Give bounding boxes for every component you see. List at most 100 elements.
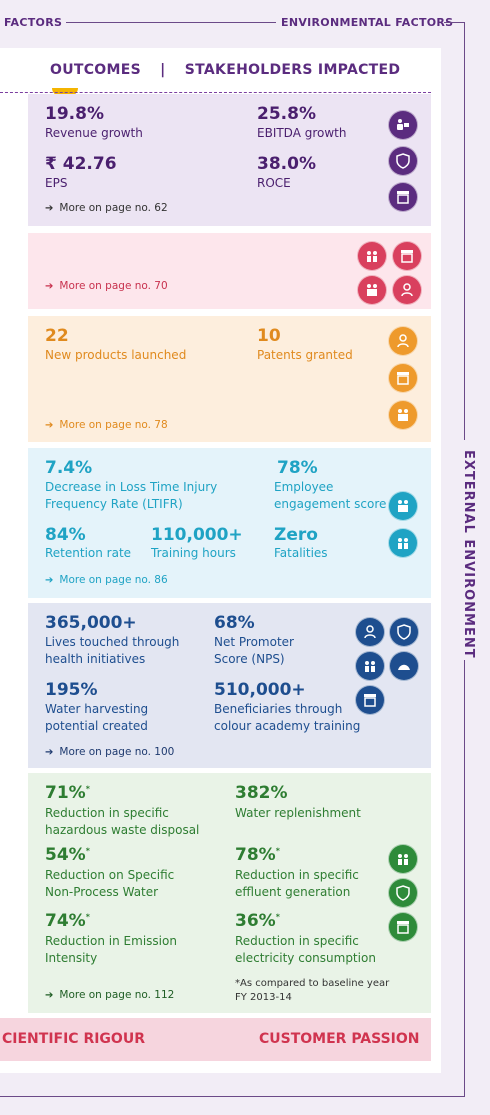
top-divider-left [66,22,276,23]
arrow-icon: ➔ [45,575,54,586]
electricity-label-1: Reduction in specific [235,934,359,948]
ltifr-label-1: Decrease in Loss Time Injury [45,480,218,494]
human-capital-box: 7.4% Decrease in Loss Time Injury Freque… [28,448,431,598]
electricity-label-2: electricity consumption [235,951,376,965]
nps-value: 68% [214,613,255,633]
new-products-label: New products launched [45,348,187,362]
scientific-rigour-label: CIENTIFIC RIGOUR [2,1031,145,1047]
footnote-line-2: FY 2013-14 [235,992,292,1003]
store-icon [355,685,385,715]
investor-icon [388,110,418,140]
outcomes-title: OUTCOMES [50,62,141,78]
revenue-growth-label: Revenue growth [45,126,143,140]
external-environment-label: EXTERNAL ENVIRONMENT [461,450,476,659]
ltifr-label-2: Frequency Rate (LTIFR) [45,497,183,511]
nps-label-1: Net Promoter [214,635,294,649]
training-value: 110,000+ [151,525,243,545]
fatalities-value: Zero [274,525,318,545]
outcomes-header: OUTCOMES | STAKEHOLDERS IMPACTED [50,62,400,78]
engagement-label-1: Employee [274,480,334,494]
shield-icon [388,146,418,176]
financial-capital-box: 19.8% Revenue growth 25.8% EBITDA growth… [28,94,431,226]
lives-touched-value: 365,000+ [45,613,137,633]
nps-label-2: Score (NPS) [214,652,285,666]
footnote-line-1: *As compared to baseline year [235,978,390,989]
roce-value: 38.0% [257,154,316,174]
community-icon [355,651,385,681]
fatalities-label: Fatalities [274,546,328,560]
store-icon [388,363,418,393]
customer-icon [355,617,385,647]
values-footer: CIENTIFIC RIGOUR CUSTOMER PASSION [0,1018,431,1061]
customer-passion-label: CUSTOMER PASSION [259,1031,420,1047]
social-more-link[interactable]: ➔ More on page no. 70 [45,280,168,292]
environmental-factors-label: ENVIRONMENTAL FACTORS [281,16,454,29]
emission-value: 74%* [45,911,90,931]
arrow-icon: ➔ [45,990,54,1001]
natural-more-link[interactable]: ➔ More on page no. 112 [45,989,175,1001]
intellectual-capital-box: 22 New products launched 10 Patents gran… [28,316,431,442]
store-icon [388,912,418,942]
store-icon [392,241,422,271]
revenue-growth-value: 19.8% [45,104,104,124]
lives-touched-label-2: health initiatives [45,652,146,666]
hazardous-waste-value: 71%* [45,783,90,803]
arrow-icon: ➔ [45,203,54,214]
hazardous-waste-label-1: Reduction in specific [45,806,169,820]
store-icon [388,182,418,212]
customer-icon [392,275,422,305]
arrow-icon: ➔ [45,281,54,292]
roce-label: ROCE [257,176,291,190]
emission-label-1: Reduction in Emission [45,934,177,948]
emission-label-2: Intensity [45,951,98,965]
electricity-value: 36%* [235,911,280,931]
eps-value: ₹ 42.76 [45,154,117,174]
arrow-icon: ➔ [45,747,54,758]
non-process-water-value: 54%* [45,845,90,865]
effluent-value: 78%* [235,845,280,865]
water-replenishment-label: Water replenishment [235,806,361,820]
non-process-water-label-1: Reduction on Specific [45,868,175,882]
retention-value: 84% [45,525,86,545]
ebitda-growth-value: 25.8% [257,104,316,124]
water-replenishment-value: 382% [235,783,288,803]
environment-icon [389,651,419,681]
lives-touched-label-1: Lives touched through [45,635,180,649]
ebitda-growth-label: EBITDA growth [257,126,347,140]
shield-icon [388,878,418,908]
top-divider-right [444,22,464,23]
human-more-link[interactable]: ➔ More on page no. 86 [45,574,168,586]
beneficiaries-value: 510,000+ [214,680,306,700]
effluent-label-1: Reduction in specific [235,868,359,882]
patents-value: 10 [257,326,281,346]
arrow-icon: ➔ [45,420,54,431]
community-icon [388,528,418,558]
employee-icon [388,400,418,430]
non-process-water-label-2: Non-Process Water [45,885,159,899]
header-separator: | [160,62,166,78]
retention-label: Retention rate [45,546,132,560]
social-relationship-box: 365,000+ Lives touched through health in… [28,603,431,768]
right-border-top [464,22,465,440]
social-relationship-more-link[interactable]: ➔ More on page no. 100 [45,746,175,758]
engagement-value: 78% [277,458,318,478]
patents-label: Patents granted [257,348,353,362]
social-capital-box: ➔ More on page no. 70 [28,233,431,309]
water-harvesting-label-2: potential created [45,719,148,733]
beneficiaries-label-2: colour academy training [214,719,361,733]
bottom-border [0,1096,465,1097]
employee-icon [388,491,418,521]
ltifr-value: 7.4% [45,458,93,478]
beneficiaries-label-1: Beneficiaries through [214,702,343,716]
water-harvesting-value: 195% [45,680,98,700]
effluent-label-2: effluent generation [235,885,351,899]
water-harvesting-label-1: Water harvesting [45,702,149,716]
financial-more-link[interactable]: ➔ More on page no. 62 [45,202,168,214]
hazardous-waste-label-2: hazardous waste disposal [45,823,200,837]
right-border-bottom [464,660,465,1097]
customer-icon [388,326,418,356]
natural-capital-box: 71%* Reduction in specific hazardous was… [28,773,431,1013]
community-icon [388,844,418,874]
intellectual-more-link[interactable]: ➔ More on page no. 78 [45,419,168,431]
eps-label: EPS [45,176,68,190]
